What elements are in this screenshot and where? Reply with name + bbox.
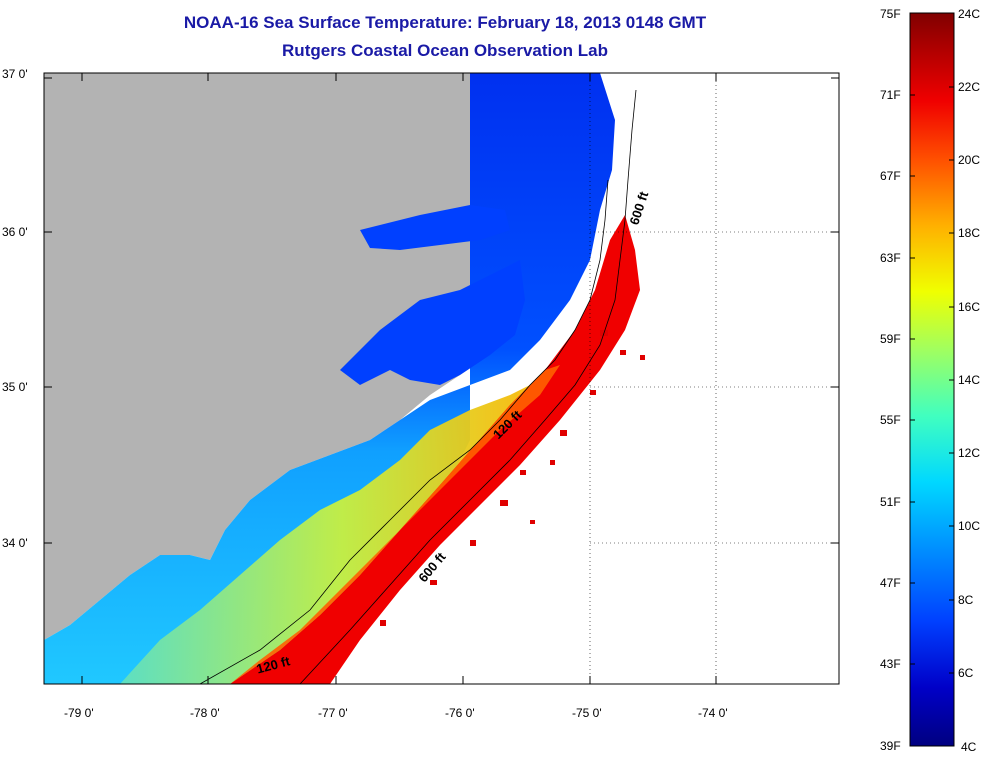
plot-frame — [43, 72, 840, 685]
lat-label-34: 34 0' — [2, 536, 28, 550]
colorbar — [909, 12, 955, 747]
colorbar-c-label: 22C — [958, 80, 980, 94]
colorbar-c-ticks — [949, 86, 954, 674]
shelf-water — [120, 365, 560, 684]
map-subtitle: Rutgers Coastal Ocean Observation Lab — [282, 41, 608, 60]
colorbar-f-label: 75F — [880, 7, 901, 21]
lat-label-37: 37 0' — [2, 67, 28, 81]
colorbar-c-label: 20C — [958, 153, 980, 167]
colorbar-c-label: 12C — [958, 446, 980, 460]
lon-label-74: -74 0' — [698, 706, 728, 720]
lon-label-78: -78 0' — [190, 706, 220, 720]
colorbar-c-label: 8C — [958, 593, 974, 607]
grid-lines — [589, 73, 839, 684]
albemarle-sound — [360, 205, 510, 250]
colorbar-f-label: 67F — [880, 169, 901, 183]
colorbar-f-label: 59F — [880, 332, 901, 346]
gulf-stream-edge — [230, 365, 560, 684]
lon-label-79: -79 0' — [64, 706, 94, 720]
colorbar-c-label: 24C — [958, 7, 980, 21]
land-mass — [44, 73, 520, 640]
colorbar-f-label: 51F — [880, 495, 901, 509]
colorbar-f-label: 63F — [880, 251, 901, 265]
map-title: NOAA-16 Sea Surface Temperature: Februar… — [183, 13, 707, 32]
colorbar-c-label: 18C — [958, 226, 980, 240]
lon-label-75: -75 0' — [572, 706, 602, 720]
colorbar-c-label: 14C — [958, 373, 980, 387]
colorbar-f-label: 47F — [880, 576, 901, 590]
contour-600ft — [299, 89, 637, 684]
colorbar-c-label: 6C — [958, 666, 974, 680]
contour-120ft — [199, 179, 609, 684]
lat-label-35: 35 0' — [2, 380, 28, 394]
colorbar-f-ticks — [910, 94, 915, 665]
colorbar-c-label: 16C — [958, 300, 980, 314]
colorbar-c-label: 10C — [958, 519, 980, 533]
colorbar-f-label: 43F — [880, 657, 901, 671]
axis-ticks — [44, 73, 839, 684]
colorbar-c-label: 4C — [961, 740, 977, 754]
colorbar-f-label: 55F — [880, 413, 901, 427]
colorbar-f-label: 71F — [880, 88, 901, 102]
colorbar-f-label: 39F — [880, 739, 901, 753]
lon-label-77: -77 0' — [318, 706, 348, 720]
pamlico-sound — [340, 260, 525, 385]
lat-label-36: 36 0' — [2, 225, 28, 239]
lon-label-76: -76 0' — [445, 706, 475, 720]
